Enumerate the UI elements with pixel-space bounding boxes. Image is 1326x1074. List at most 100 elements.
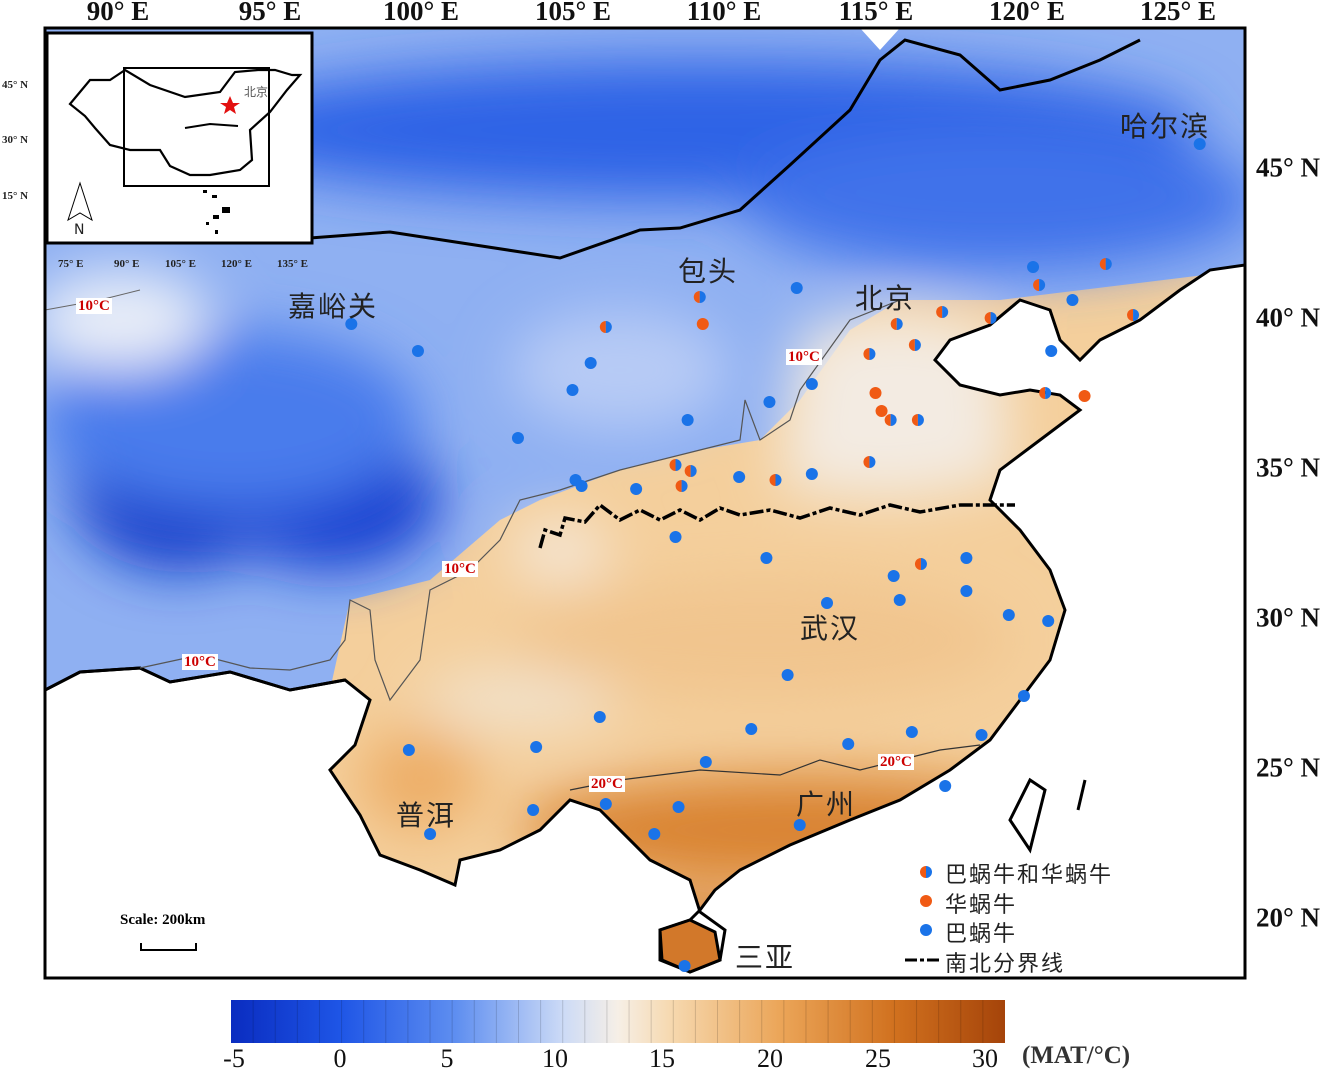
colorbar-unit: (MAT/°C) [1022,1042,1131,1069]
lat-label: 30° N [1256,602,1321,633]
site-bawoniu [669,531,682,543]
site-bawoniu [593,711,606,723]
colorbar-tick: 10 [542,1044,568,1073]
site-both [863,348,876,360]
north-arrow-icon [67,181,93,222]
site-bawoniu [781,669,794,681]
inset-lat-label: 15° N [2,190,29,202]
site-huawoniu [875,405,888,417]
legend-huawoniu: 华蜗牛 [945,892,1018,917]
site-bawoniu [1042,615,1055,627]
legend-both: 巴蜗牛和华蜗牛 [945,862,1114,887]
city-label-sanya: 三亚 [735,943,796,974]
site-bawoniu [530,741,543,753]
colorbar-tick: 15 [649,1044,675,1073]
site-bawoniu [575,480,588,492]
inset-lat-label: 30° N [2,134,29,146]
site-bawoniu [1002,609,1015,621]
isotherm-label: 10°C [442,561,478,577]
scale-bar [140,943,197,951]
colorbar [231,1000,1005,1043]
lon-label: 100° E [382,0,460,26]
colorbar-tick: 0 [333,1044,347,1073]
lon-label: 105° E [534,0,612,26]
hainan-island [658,918,722,974]
site-both [669,459,682,471]
lat-label: 40° N [1256,302,1321,333]
site-bawoniu [345,318,358,330]
inset-lon-label: 105° E [165,258,196,270]
site-both [884,414,897,426]
isotherm-label: 10°C [182,654,218,670]
site-bawoniu [648,828,661,840]
site-bawoniu [678,960,691,972]
site-both [914,558,927,570]
site-bawoniu [584,357,597,369]
scale-label: Scale: 200km [120,912,206,928]
site-both [1039,387,1052,399]
site-bawoniu [1017,690,1030,702]
lon-label: 125° E [1139,0,1217,26]
site-both [890,318,903,330]
site-bawoniu [887,570,900,582]
site-both [908,339,921,351]
site-bawoniu [760,552,773,564]
site-bawoniu [893,594,906,606]
legend-bawoniu: 巴蜗牛 [945,921,1018,946]
site-bawoniu [411,345,424,357]
site-both [1099,258,1112,270]
site-bawoniu [630,483,643,495]
site-huawoniu [869,387,882,399]
site-bawoniu [905,726,918,738]
isotherm-label: 20°C [878,754,914,770]
legend-markers [905,866,942,962]
inset-lon-label: 75° E [58,258,84,270]
lon-label: 120° E [988,0,1066,26]
colorbar-tick: 20 [757,1044,783,1073]
site-bawoniu [681,414,694,426]
city-label-harbin: 哈尔滨 [1120,112,1211,143]
lat-label: 35° N [1256,452,1321,483]
inset-extent-box [123,67,270,187]
site-bawoniu [566,384,579,396]
lon-label: 95° E [238,0,302,26]
site-both [984,312,997,324]
legend-boundary: 南北分界线 [945,951,1066,976]
inset-map [45,31,314,245]
lat-label: 45° N [1256,152,1321,183]
city-label-baotou: 包头 [678,257,739,288]
site-bawoniu [1027,261,1040,273]
site-bawoniu [763,396,776,408]
colorbar-tick: -5 [223,1044,245,1073]
inset-beijing-label: 北京 [244,85,269,99]
inset-lon-label: 90° E [114,258,140,270]
lat-label: 20° N [1256,902,1321,933]
lon-label: 110° E [686,0,762,26]
inset-china-outline [68,68,303,177]
isotherm-label: 20°C [589,776,625,792]
site-bawoniu [1066,294,1079,306]
city-label-beijing: 北京 [855,284,916,315]
city-label-puer: 普洱 [396,801,457,832]
site-bawoniu [733,471,746,483]
site-bawoniu [960,585,973,597]
site-bawoniu [599,798,612,810]
site-both [693,291,706,303]
site-bawoniu [402,744,415,756]
colorbar-tick: 25 [865,1044,891,1073]
site-bawoniu [960,552,973,564]
site-bawoniu [1045,345,1058,357]
site-bawoniu [939,780,952,792]
site-both [769,474,782,486]
inset-lat-label: 45° N [2,79,29,91]
site-bawoniu [842,738,855,750]
inset-lon-label: 120° E [221,258,252,270]
site-bawoniu [805,468,818,480]
site-both [936,306,949,318]
site-both [599,321,612,333]
isotherm-20c [569,744,981,791]
isotherm-label: 10°C [786,349,822,365]
isotherm-label: 10°C [76,298,112,314]
